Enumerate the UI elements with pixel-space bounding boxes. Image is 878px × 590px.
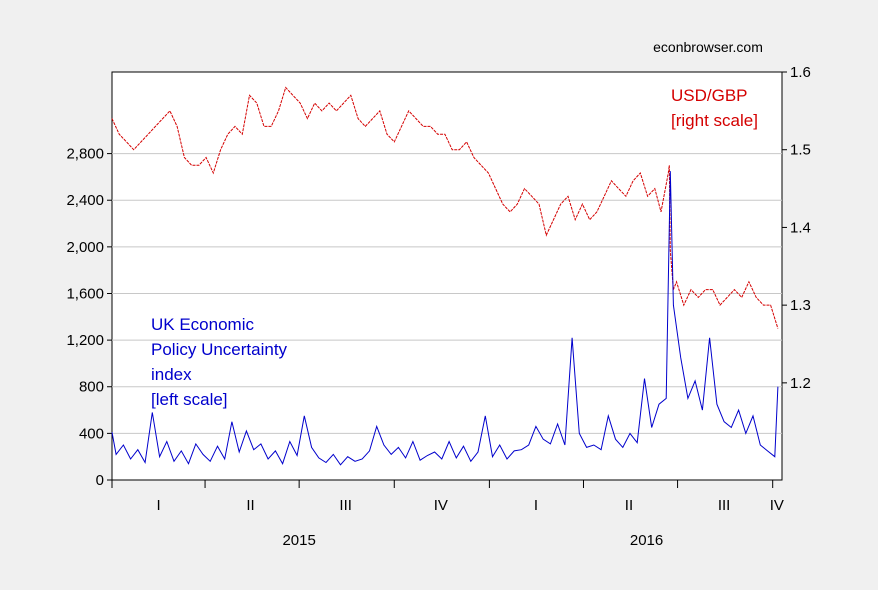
quarter-label: I	[156, 497, 160, 514]
plot-area	[111, 71, 783, 481]
quarter-label: II	[625, 497, 633, 514]
quarter-label: III	[718, 497, 731, 514]
left-tick-label: 1,200	[66, 332, 104, 349]
usd-gbp-label: [right scale]	[671, 111, 758, 130]
left-tick-label: 400	[79, 425, 104, 442]
right-tick-label: 1.5	[790, 142, 811, 159]
left-tick-label: 2,800	[66, 146, 104, 163]
source-label: econbrowser.com	[653, 39, 763, 55]
left-tick-label: 0	[96, 472, 104, 489]
uncertainty-series-line	[111, 171, 779, 466]
uncertainty-label: index	[151, 365, 192, 384]
uncertainty-label: UK Economic	[151, 315, 254, 334]
uncertainty-label: Policy Uncertainty	[151, 340, 288, 359]
right-tick-label: 1.4	[790, 219, 811, 236]
year-label: 2015	[282, 532, 315, 549]
quarter-label: III	[339, 497, 352, 514]
right-tick-label: 1.6	[790, 64, 811, 81]
left-tick-label: 800	[79, 379, 104, 396]
year-label: 2016	[630, 532, 663, 549]
usd-gbp-series-line	[111, 86, 779, 329]
left-tick-label: 2,000	[66, 239, 104, 256]
left-tick-label: 1,600	[66, 285, 104, 302]
quarter-label: II	[246, 497, 254, 514]
right-axis: 1.2 1.3 1.4 1.5 1.6	[782, 64, 811, 392]
quarter-label: IV	[434, 497, 448, 514]
quarter-label: I	[534, 497, 538, 514]
left-tick-label: 2,400	[66, 192, 104, 209]
uncertainty-label: [left scale]	[151, 390, 228, 409]
series-layer	[111, 86, 779, 466]
usd-gbp-label: USD/GBP	[671, 86, 748, 105]
right-tick-label: 1.3	[790, 297, 811, 314]
quarter-label: IV	[770, 497, 784, 514]
grid-lines	[112, 153, 782, 434]
right-tick-label: 1.2	[790, 375, 811, 392]
series-labels: USD/GBP [right scale] UK Economic Policy Un…	[151, 86, 758, 409]
left-axis: 0 400 800 1,200 1,600 2,000 2,400 2,800	[66, 146, 112, 489]
